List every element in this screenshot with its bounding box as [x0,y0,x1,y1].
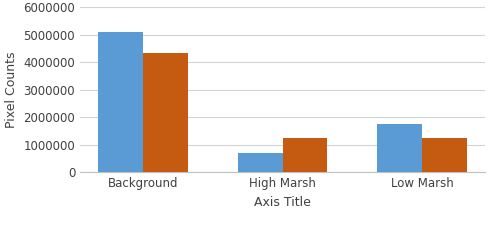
Bar [378,124,422,172]
X-axis label: Axis Title: Axis Title [254,196,311,209]
Bar [282,138,327,172]
Y-axis label: Pixel Counts: Pixel Counts [5,52,18,128]
Bar [238,153,282,172]
Bar [98,32,143,172]
Bar [422,138,467,172]
Bar [143,53,188,172]
